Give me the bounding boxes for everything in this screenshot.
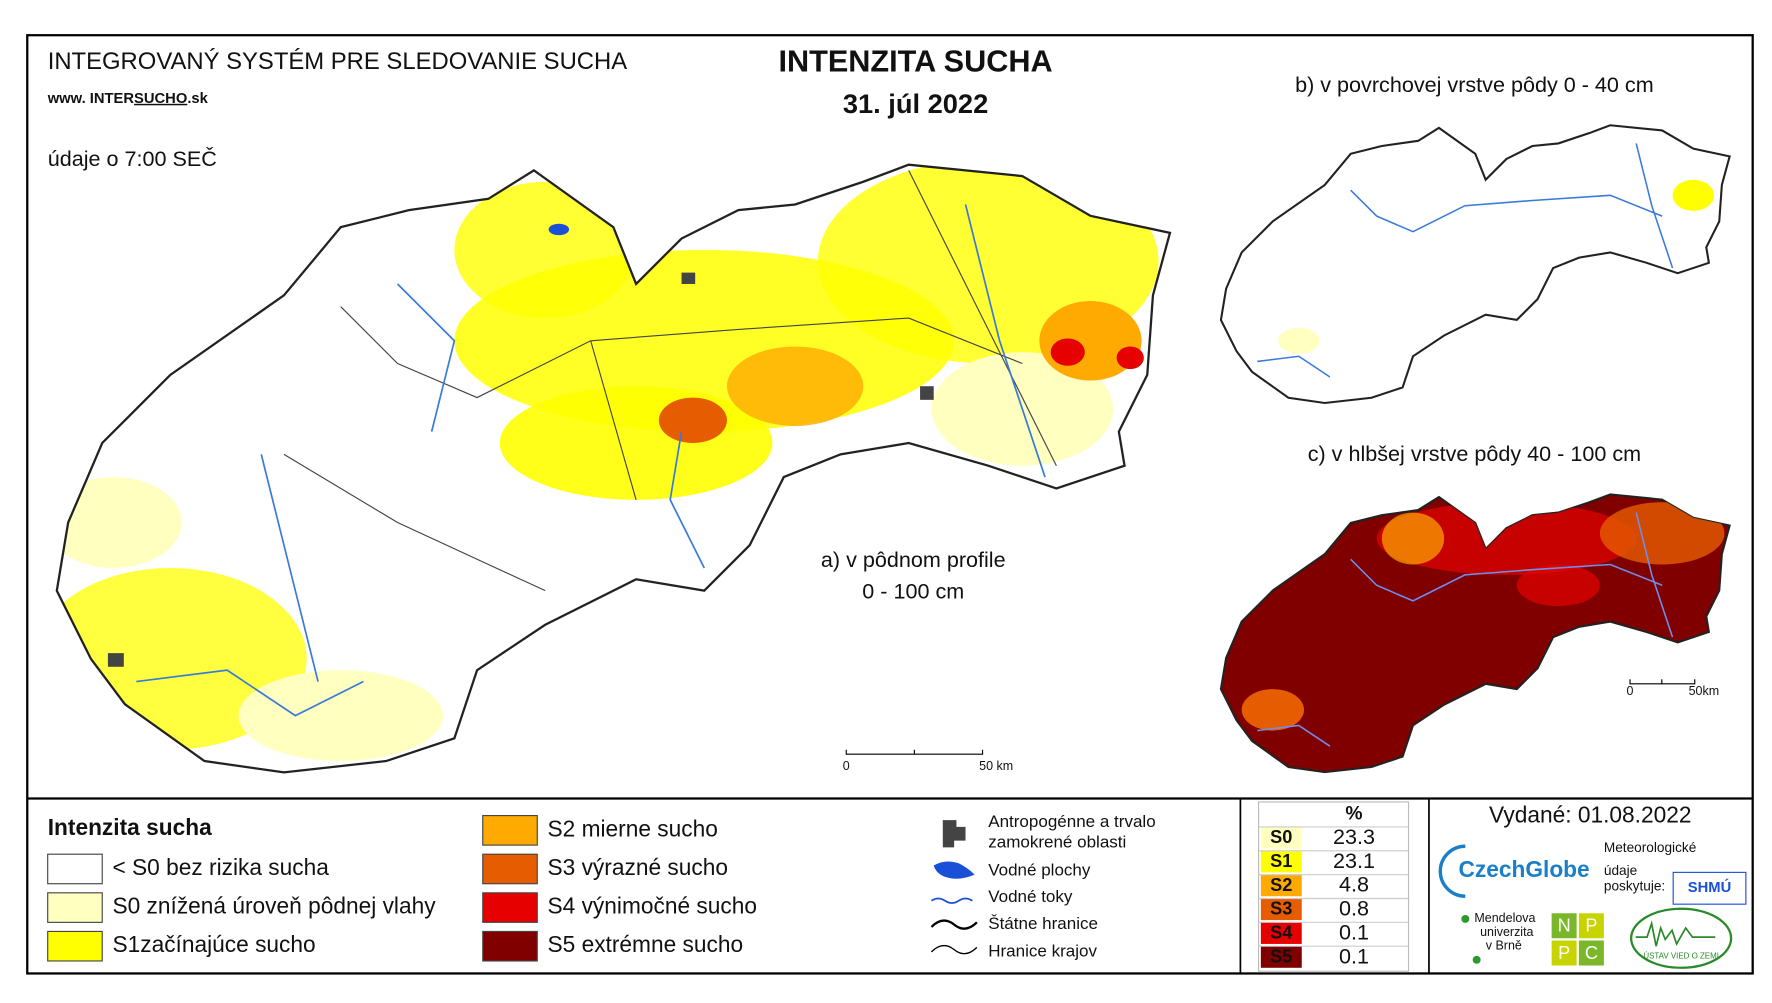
map-a-label: a) v pôdnom profile: [821, 547, 1006, 572]
logo-text: poskytuje:: [1604, 879, 1665, 894]
logo-text: v Brně: [1486, 939, 1522, 953]
legend-swatch: [482, 930, 538, 962]
legend-swatch: [482, 892, 538, 923]
logo-shmu: SHMÚ: [1688, 878, 1731, 896]
legend-label: S4 výnimočné sucho: [548, 893, 757, 919]
percent-value: 23.1: [1333, 848, 1375, 873]
logo-text: Meteorologické: [1604, 840, 1696, 855]
time-note: údaje o 7:00 SEČ: [48, 146, 217, 171]
scale-label: 0: [843, 759, 850, 773]
legend-swatch: [47, 930, 103, 962]
legend-swatch: [47, 892, 103, 923]
table-header: %: [1345, 804, 1362, 825]
npc-cell: [1578, 913, 1604, 939]
legend-title: Intenzita sucha: [48, 814, 212, 840]
class-swatch: [1260, 922, 1302, 944]
class-swatch: [1260, 874, 1302, 897]
percent-value: 0.8: [1339, 896, 1369, 921]
class-swatch: [1260, 946, 1302, 968]
percent-value: 0.1: [1339, 943, 1369, 968]
class-label: S4: [1270, 923, 1292, 943]
class-swatch: [1260, 898, 1302, 921]
frame: [26, 34, 1754, 975]
legend-swatch: [482, 815, 538, 846]
logo-uvz: ÚSTAV VIED O ZEMI: [1643, 952, 1719, 961]
system-title: INTEGROVANÝ SYSTÉM PRE SLEDOVANIE SUCHA: [48, 48, 628, 75]
website: www. INTERSUCHO.sk: [47, 91, 209, 107]
map-a-label: 0 - 100 cm: [862, 579, 964, 604]
legend-label: S3 výrazné sucho: [548, 854, 728, 880]
logo-text: údaje: [1604, 863, 1637, 878]
scale-label: 0: [1627, 684, 1634, 698]
date: 31. júl 2022: [843, 88, 988, 119]
map-b: [1219, 124, 1731, 405]
map-c: [1219, 493, 1731, 774]
npc-letter: C: [1585, 943, 1598, 963]
class-label: S5: [1270, 946, 1292, 966]
scale-label: 50 km: [979, 759, 1013, 773]
legend: < S0 bez rizika sucha S0 znížená úroveň p…: [47, 815, 757, 962]
npc-letter: P: [1585, 916, 1597, 936]
legend-label: S1začínajúce sucho: [112, 931, 315, 957]
symbol-label: Štátne hranice: [988, 914, 1098, 933]
legend-label: S2 mierne sucho: [548, 815, 718, 841]
stats-table: % S0 23.3 S1 23.1 S2 4.8 S3 0.8 S4 0.1 S5 0.1: [1258, 801, 1410, 972]
issued: Vydané: 01.08.2022: [1489, 802, 1691, 828]
percent-value: 4.8: [1339, 872, 1369, 897]
class-label: S3: [1270, 899, 1292, 919]
legend-swatch: [47, 853, 103, 885]
percent-value: 23.3: [1333, 824, 1375, 849]
class-label: S2: [1270, 875, 1292, 895]
legend-label: S5 extrémne sucho: [548, 931, 744, 957]
logo-text: univerzita: [1480, 925, 1533, 939]
npc-letter: N: [1558, 916, 1571, 936]
npc-letter: P: [1558, 943, 1570, 963]
legend-swatch: [482, 853, 538, 885]
npc-cell: [1578, 940, 1604, 966]
map-b-label: b) v povrchovej vrstve pôdy 0 - 40 cm: [1295, 72, 1654, 97]
class-swatch: [1260, 826, 1302, 849]
npc-cell: [1551, 940, 1577, 966]
table-border: [1258, 801, 1410, 972]
class-swatch: [1260, 850, 1302, 873]
class-label: S0: [1270, 827, 1292, 847]
logo-czechglobe: CzechGlobe: [1458, 856, 1589, 882]
logo-npc: N PP C: [1551, 913, 1604, 966]
logo-text: Mendelova: [1474, 911, 1535, 925]
symbol-label: Vodné plochy: [988, 861, 1091, 880]
npc-cell: [1551, 913, 1577, 939]
legend-label: < S0 bez rizika sucha: [112, 854, 329, 880]
main-title: INTENZITA SUCHA: [778, 45, 1052, 79]
class-label: S1: [1270, 851, 1292, 871]
symbol-label: zamokrené oblasti: [988, 832, 1126, 851]
symbol-label: Antropogénne a trvalo: [988, 812, 1155, 831]
symbol-label: Hranice krajov: [988, 941, 1097, 960]
scale-label: 50km: [1689, 684, 1720, 698]
symbol-label: Vodné toky: [988, 887, 1073, 906]
percent-value: 0.1: [1339, 919, 1369, 944]
map-c-label: c) v hlbšej vrstve pôdy 40 - 100 cm: [1308, 441, 1641, 466]
map-a: [55, 163, 1172, 774]
legend-label: S0 znížená úroveň pôdnej vlahy: [112, 893, 436, 919]
